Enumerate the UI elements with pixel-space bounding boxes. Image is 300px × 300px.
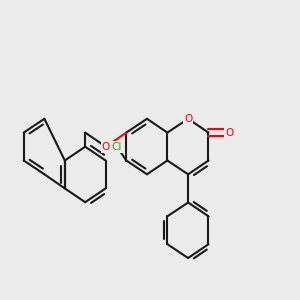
Text: O: O — [102, 142, 110, 152]
Text: Cl: Cl — [112, 142, 122, 152]
Text: O: O — [184, 114, 192, 124]
Text: O: O — [225, 128, 233, 138]
